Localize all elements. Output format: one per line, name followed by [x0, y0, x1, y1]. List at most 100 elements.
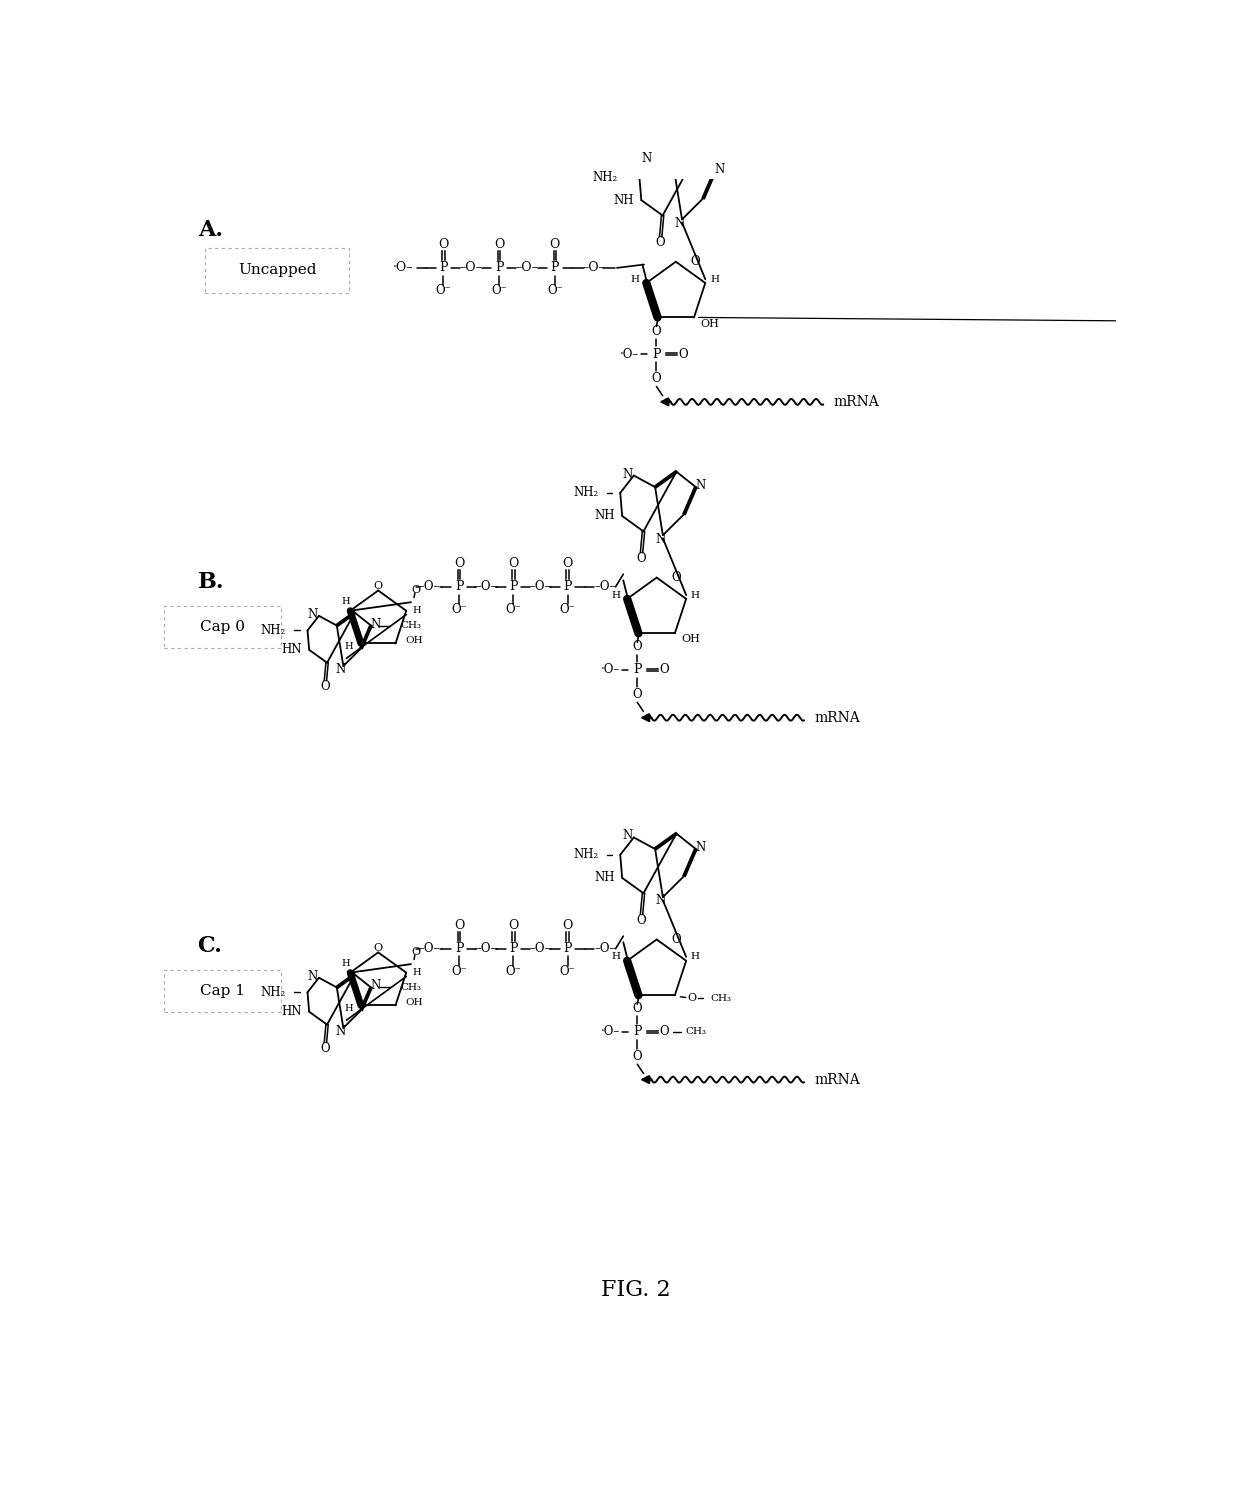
Text: P: P: [510, 942, 517, 955]
Text: –O–: –O–: [419, 942, 440, 955]
Text: P: P: [563, 942, 572, 955]
Text: O: O: [412, 946, 420, 957]
Text: O: O: [508, 557, 518, 570]
Text: O: O: [660, 1025, 670, 1039]
Text: O: O: [632, 687, 642, 701]
Text: N: N: [371, 618, 381, 631]
Text: ·O–: ·O–: [393, 262, 413, 274]
Text: O⁻: O⁻: [559, 966, 575, 978]
Text: O: O: [549, 238, 560, 251]
Text: OH: OH: [405, 998, 423, 1007]
Text: N: N: [336, 1025, 346, 1039]
Text: H: H: [341, 597, 350, 606]
Text: –O–: –O–: [583, 262, 605, 274]
Text: O⁻: O⁻: [451, 966, 467, 978]
Text: P: P: [455, 580, 464, 594]
Text: P: P: [551, 262, 559, 274]
Text: O: O: [632, 1051, 642, 1062]
FancyBboxPatch shape: [164, 606, 280, 649]
Text: O: O: [678, 348, 688, 360]
Text: O⁻: O⁻: [451, 604, 467, 616]
Text: P: P: [495, 262, 503, 274]
Text: H: H: [611, 952, 621, 961]
Text: FIG. 2: FIG. 2: [600, 1278, 671, 1301]
Text: O: O: [636, 552, 646, 565]
Text: A.: A.: [197, 219, 223, 241]
Text: N: N: [622, 829, 632, 842]
Text: NH₂: NH₂: [573, 487, 599, 500]
Text: O⁻: O⁻: [547, 284, 563, 298]
Text: O: O: [494, 238, 505, 251]
Text: O: O: [671, 933, 681, 946]
Text: H: H: [691, 952, 699, 961]
Text: O: O: [656, 237, 666, 250]
Text: OH: OH: [405, 635, 423, 644]
Text: B.: B.: [197, 571, 224, 594]
Text: –O–: –O–: [516, 262, 538, 274]
Text: OH: OH: [681, 634, 699, 644]
Text: O⁻: O⁻: [435, 284, 451, 298]
Text: P: P: [652, 348, 661, 360]
Text: P: P: [634, 1025, 641, 1039]
Text: mRNA: mRNA: [813, 711, 859, 725]
Text: C.: C.: [197, 936, 222, 957]
Text: O: O: [636, 914, 646, 927]
Text: O: O: [651, 324, 661, 338]
Text: mRNA: mRNA: [833, 394, 879, 409]
Text: N: N: [696, 479, 706, 493]
Text: CH₃: CH₃: [711, 994, 732, 1003]
Text: mRNA: mRNA: [813, 1073, 859, 1086]
Text: P: P: [563, 580, 572, 594]
Text: H: H: [691, 591, 699, 600]
Text: NH: NH: [594, 509, 615, 522]
Text: NH₂: NH₂: [573, 848, 599, 862]
Text: H: H: [345, 1004, 353, 1013]
Text: N: N: [371, 979, 381, 992]
FancyBboxPatch shape: [164, 970, 280, 1012]
Text: CH₃: CH₃: [401, 984, 422, 992]
Text: –O–: –O–: [419, 580, 440, 594]
Text: N: N: [308, 607, 317, 620]
Text: OH: OH: [701, 318, 719, 329]
Text: O: O: [454, 920, 464, 931]
Text: –O–: –O–: [594, 942, 615, 955]
Text: N: N: [641, 152, 652, 165]
Text: O⁻: O⁻: [506, 604, 521, 616]
Text: O: O: [671, 571, 681, 585]
Text: O: O: [508, 920, 518, 931]
Text: NH₂: NH₂: [260, 623, 285, 637]
Text: O: O: [632, 640, 642, 653]
Text: O⁻: O⁻: [559, 604, 575, 616]
Text: Cap 1: Cap 1: [200, 984, 246, 998]
Text: –O–: –O–: [460, 262, 482, 274]
Text: O: O: [563, 557, 573, 570]
Text: O: O: [373, 580, 383, 591]
Text: H: H: [711, 275, 719, 284]
Text: Uncapped: Uncapped: [238, 263, 316, 277]
Text: O: O: [687, 994, 697, 1003]
Text: HN: HN: [281, 1006, 301, 1018]
Text: N: N: [696, 841, 706, 854]
Text: ·O–: ·O–: [600, 664, 620, 677]
Text: O: O: [321, 1042, 330, 1055]
Text: NH₂: NH₂: [260, 985, 285, 998]
Text: P: P: [634, 664, 641, 677]
Text: O: O: [651, 372, 661, 385]
Text: ·O–: ·O–: [620, 348, 639, 360]
Text: O: O: [632, 1003, 642, 1015]
Text: Cap 0: Cap 0: [200, 620, 246, 634]
Text: NH: NH: [594, 872, 615, 884]
Text: H: H: [611, 591, 621, 600]
Text: N: N: [336, 664, 346, 677]
Text: P: P: [510, 580, 517, 594]
Text: O: O: [373, 943, 383, 952]
Text: –O–: –O–: [475, 942, 497, 955]
Text: H: H: [341, 958, 350, 967]
Text: N: N: [656, 533, 666, 546]
Text: CH₃: CH₃: [401, 620, 422, 629]
Text: O: O: [454, 557, 464, 570]
Text: N: N: [714, 164, 724, 176]
Text: ·O–: ·O–: [600, 1025, 620, 1039]
Text: O: O: [321, 680, 330, 693]
Text: O⁻: O⁻: [506, 966, 521, 978]
